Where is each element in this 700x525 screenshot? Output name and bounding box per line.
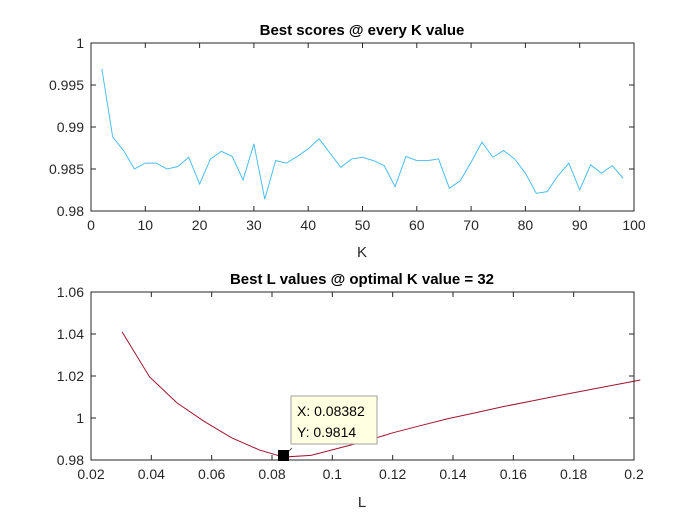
x-tick-label: 0.04 <box>138 466 165 482</box>
x-axis-label: K <box>357 244 367 261</box>
y-tick-label: 0.995 <box>49 77 84 93</box>
y-tick-label: 1.02 <box>57 368 84 384</box>
y-tick-label: 1.06 <box>57 284 84 300</box>
x-tick-label: 0.16 <box>500 466 527 482</box>
x-tick-label: 0.06 <box>198 466 225 482</box>
series-layer <box>121 331 641 458</box>
x-tick-label: 0.12 <box>379 466 406 482</box>
chart-best-scores: Best scores @ every K value 0 10 20 30 40 50 6… <box>49 22 646 261</box>
x-tick-label: 100 <box>622 217 646 233</box>
x-tick-label: 0.14 <box>439 466 466 482</box>
y-tick-label: 1.04 <box>57 326 84 342</box>
x-tick-label: 50 <box>355 217 371 233</box>
y-tick-label: 1 <box>76 410 84 426</box>
series-line <box>121 331 641 458</box>
plot-area[interactable] <box>91 43 634 211</box>
datatip-box <box>290 395 378 445</box>
y-tick-label: 0.985 <box>49 161 84 177</box>
series-line <box>101 68 624 200</box>
x-tick-label: 0.1 <box>323 466 343 482</box>
y-tick-label: 0.98 <box>57 203 84 219</box>
chart-title: Best L values @ optimal K value = 32 <box>230 271 494 288</box>
x-tick-label: 0.02 <box>77 466 104 482</box>
x-tick-label: 0 <box>87 217 95 233</box>
x-tick-label: 90 <box>572 217 588 233</box>
x-tick-label: 80 <box>518 217 534 233</box>
datatip-marker[interactable] <box>278 450 289 461</box>
x-tick-label: 10 <box>138 217 154 233</box>
y-tick-label: 1 <box>76 35 84 51</box>
datatip-y-label: Y: 0.9814 <box>297 424 356 440</box>
x-tick-label: 0.2 <box>624 466 644 482</box>
datatip[interactable]: X: 0.08382 Y: 0.9814 <box>278 395 378 461</box>
chart-best-l-values: Best L values @ optimal K value = 32 0.0… <box>57 271 644 511</box>
y-tick-label: 0.99 <box>57 119 84 135</box>
x-tick-label: 0.08 <box>258 466 285 482</box>
axes-box <box>90 42 635 212</box>
x-tick-label: 0.18 <box>560 466 587 482</box>
chart-title: Best scores @ every K value <box>260 22 465 39</box>
x-tick-label: 20 <box>192 217 208 233</box>
y-tick-label: 0.98 <box>57 452 84 468</box>
x-axis-label: L <box>358 494 366 511</box>
tick-layer: 0 10 20 30 40 50 60 70 80 90 100 0.98 0.985 0.99 0.995… <box>49 35 646 233</box>
datatip-x-label: X: 0.08382 <box>297 403 365 419</box>
axes-box <box>90 291 635 461</box>
x-tick-label: 30 <box>246 217 262 233</box>
x-tick-label: 70 <box>463 217 479 233</box>
series-layer <box>101 68 624 200</box>
x-tick-label: 40 <box>300 217 316 233</box>
tick-layer: 0.02 0.04 0.06 0.08 0.1 0.12 0.14 0.16 0.18 0.2 0.… <box>57 284 644 482</box>
x-tick-label: 60 <box>409 217 425 233</box>
